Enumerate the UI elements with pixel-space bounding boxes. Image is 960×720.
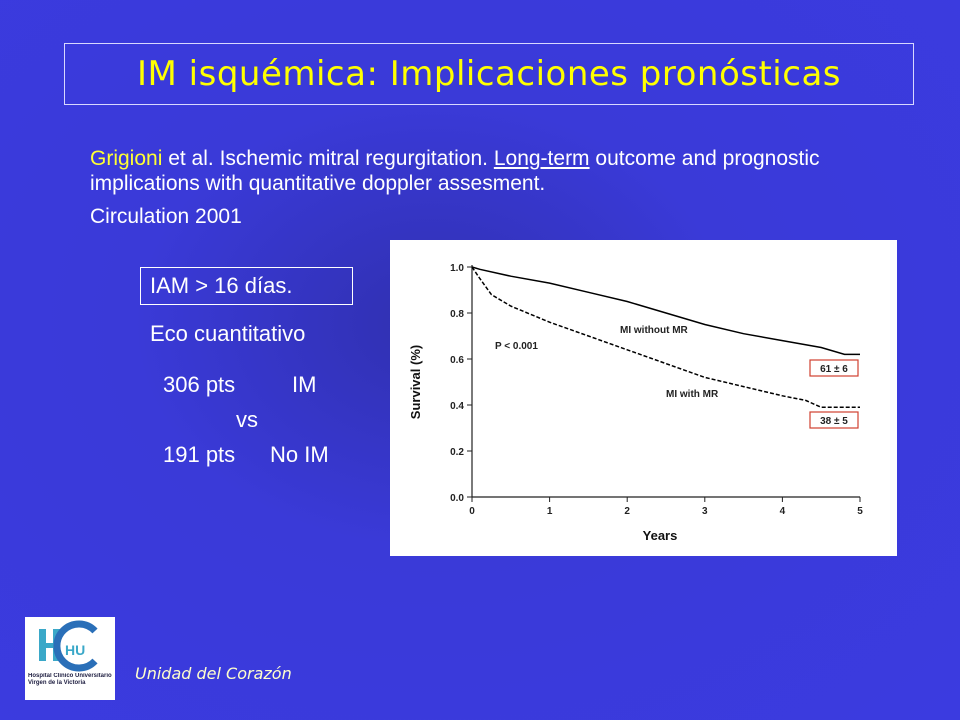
logo: HU Hospital Clínico Universitario Virgen…	[25, 617, 115, 700]
footer: Unidad del Corazón	[135, 664, 292, 683]
logo-mark: HU	[65, 642, 85, 658]
series-label: MI without MR	[620, 325, 689, 336]
group-count: 306 pts	[163, 372, 236, 397]
y-tick-label: 0.8	[450, 309, 464, 320]
end-label-box	[809, 359, 859, 377]
logo-shape	[39, 643, 60, 648]
logo-shape	[53, 620, 98, 672]
y-tick-label: 0.2	[450, 447, 464, 458]
x-tick-label: 0	[469, 506, 475, 517]
x-tick-label: 2	[624, 506, 630, 517]
author: Grigioni	[90, 147, 163, 170]
annotation: P < 0.001	[495, 341, 538, 352]
chart-background	[390, 240, 897, 556]
versus: vs	[236, 407, 258, 432]
chart: Years Survival (%) 0.0 0.2 0.4 0.6 0.8 1.0 0 1 2…	[390, 240, 897, 556]
group-label: No IM	[270, 442, 329, 467]
group-count: 191 pts	[163, 442, 236, 467]
y-tick-label: 0.6	[450, 355, 464, 366]
x-tick-label: 4	[780, 506, 786, 517]
logo-graphic: HU Hospital Clínico Universitario Virgen…	[28, 620, 112, 686]
survival-line	[471, 266, 860, 356]
end-label: 61 ± 6	[820, 364, 848, 375]
citation-rest: outcome and prognostic implications with…	[90, 147, 820, 195]
title-box: IM isquémica: Implicaciones pronósticas	[64, 43, 914, 105]
x-tick-label: 1	[547, 506, 553, 517]
slide-title: IM isquémica: Implicaciones pronósticas	[136, 54, 841, 94]
end-label-box	[809, 411, 859, 429]
y-tick-label: 1.0	[450, 263, 464, 274]
y-axis-label: Survival (%)	[408, 345, 423, 419]
logo-name: Hospital Clínico Universitario Virgen de…	[28, 673, 112, 686]
citation-text: et al. Ischemic mitral regurgitation.	[162, 147, 494, 170]
criterion: IAM > 16 días.	[140, 267, 353, 305]
y-tick-label: 0.4	[450, 401, 464, 412]
group-label: IM	[292, 372, 317, 397]
end-label: 38 ± 5	[820, 416, 848, 427]
x-axis-label: Years	[643, 528, 678, 543]
citation-underlined: Long-term	[493, 147, 590, 170]
survival-line	[471, 266, 860, 409]
series-label: MI with MR	[666, 389, 719, 400]
x-tick-label: 3	[702, 506, 708, 517]
criterion: Eco cuantitativo	[150, 321, 306, 346]
logo-name-box: Hospital Clínico Universitario Virgen de…	[28, 673, 112, 686]
journal: Circulation 2001	[90, 205, 242, 228]
citation: Grigioni et al. Ischemic mitral regurgit…	[90, 146, 865, 196]
x-tick-label: 5	[857, 506, 863, 517]
y-tick-label: 0.0	[450, 493, 464, 504]
